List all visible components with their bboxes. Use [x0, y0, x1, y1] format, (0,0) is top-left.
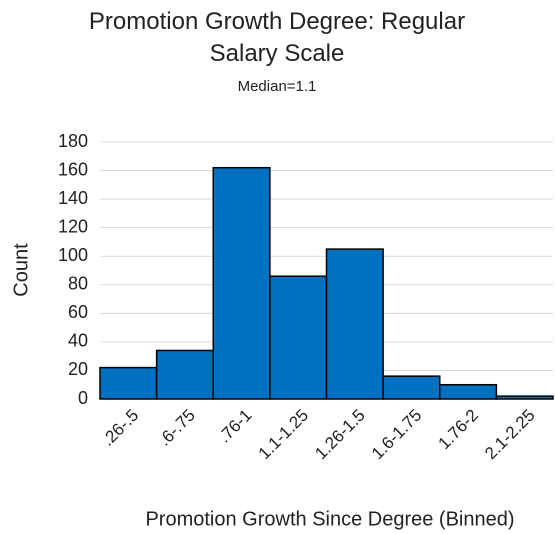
bar: [155, 349, 214, 400]
y-tick-label: 120: [58, 216, 88, 236]
chart-title: Promotion Growth Degree: Regular Salary …: [88, 8, 466, 67]
y-tick-label: 0: [78, 388, 88, 408]
x-tick-label: .26-.5: [98, 406, 142, 450]
bar: [495, 395, 554, 400]
y-tick-label: 60: [68, 302, 88, 322]
bar: [99, 366, 158, 400]
y-tick-label: 140: [58, 188, 88, 208]
x-tick-label: .76-1: [215, 406, 256, 447]
y-tick-label: 20: [68, 359, 88, 379]
x-tick-label: 1.76-2: [435, 406, 483, 454]
x-tick-label: 1.26-1.5: [311, 406, 369, 464]
bar: [439, 383, 498, 400]
bar: [325, 248, 384, 400]
bar: [382, 375, 441, 400]
y-tick-label: 180: [58, 131, 88, 151]
chart-subtitle: Median=1.1: [238, 78, 317, 95]
bar: [212, 166, 271, 400]
y-tick-label: 100: [58, 245, 88, 265]
bar: [269, 275, 328, 400]
y-axis-label: Count: [10, 243, 32, 297]
y-tick-label: 80: [68, 274, 88, 294]
y-tick-label: 160: [58, 159, 88, 179]
x-tick-label: 2.1-2.25: [481, 406, 539, 464]
x-tick-label: 1.1-1.25: [255, 406, 313, 464]
x-axis-label: Promotion Growth Since Degree (Binned): [145, 508, 514, 530]
x-tick-label: 1.6-1.75: [368, 406, 426, 464]
x-tick-label: .6-.75: [155, 406, 199, 450]
y-tick-label: 40: [68, 331, 88, 351]
